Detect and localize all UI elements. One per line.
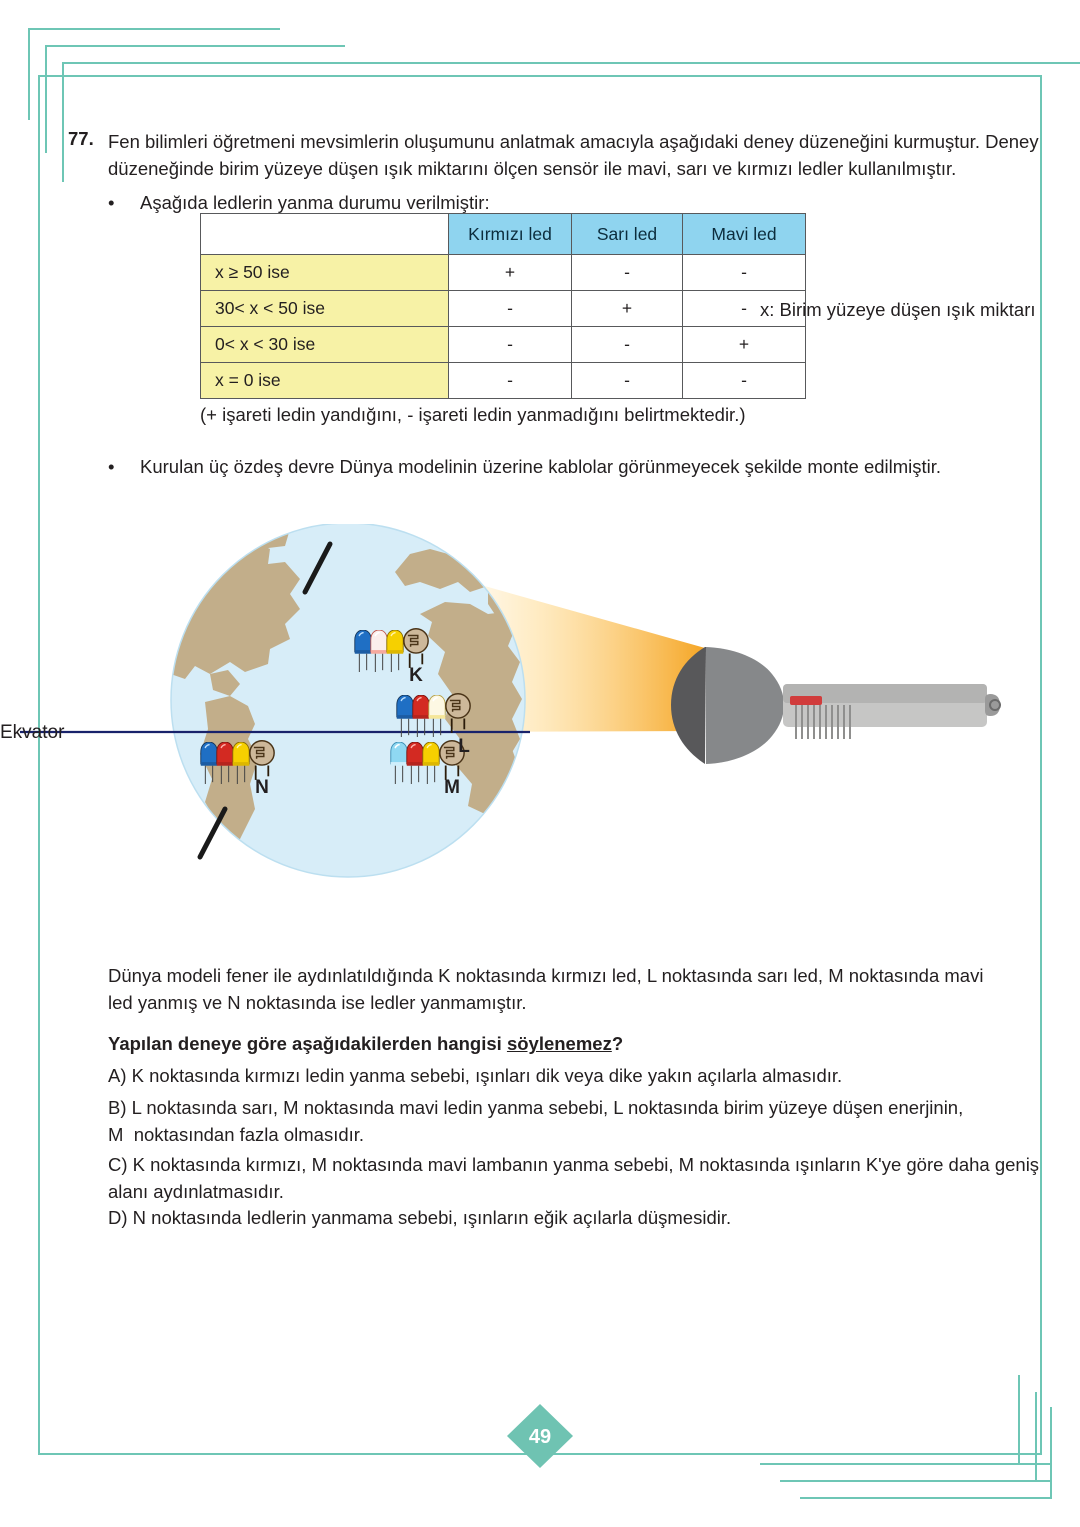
svg-text:L: L	[458, 736, 470, 757]
svg-text:N: N	[255, 777, 269, 798]
svg-text:49: 49	[529, 1426, 551, 1448]
svg-text:K: K	[409, 665, 423, 686]
svg-text:Ekvator: Ekvator	[0, 722, 65, 743]
svg-text:M: M	[444, 777, 460, 798]
